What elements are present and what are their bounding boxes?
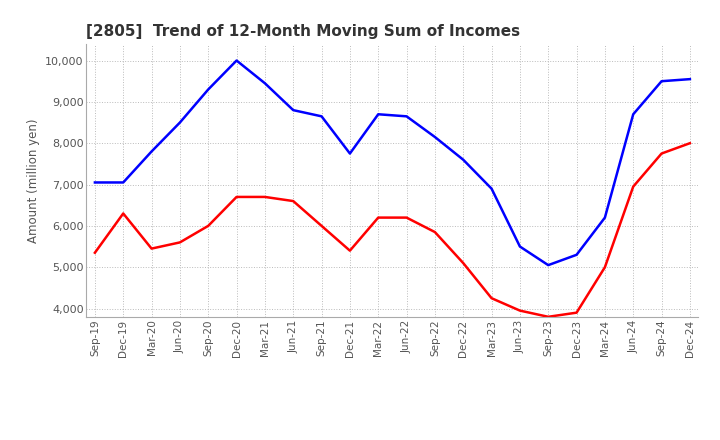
Net Income <box>657 151 666 156</box>
Net Income <box>459 260 467 266</box>
Net Income <box>318 223 326 228</box>
Ordinary Income <box>374 112 382 117</box>
Ordinary Income <box>289 107 297 113</box>
Net Income <box>261 194 269 200</box>
Net Income <box>544 314 552 319</box>
Net Income <box>374 215 382 220</box>
Ordinary Income <box>600 215 609 220</box>
Ordinary Income <box>402 114 411 119</box>
Net Income <box>233 194 241 200</box>
Net Income <box>572 310 581 315</box>
Ordinary Income <box>516 244 524 249</box>
Net Income <box>346 248 354 253</box>
Ordinary Income <box>657 79 666 84</box>
Ordinary Income <box>629 112 637 117</box>
Net Income <box>176 240 184 245</box>
Ordinary Income <box>233 58 241 63</box>
Ordinary Income <box>148 149 156 154</box>
Net Income <box>431 229 439 235</box>
Line: Net Income: Net Income <box>95 143 690 317</box>
Ordinary Income <box>459 157 467 162</box>
Ordinary Income <box>685 77 694 82</box>
Ordinary Income <box>431 134 439 139</box>
Ordinary Income <box>544 263 552 268</box>
Text: [2805]  Trend of 12-Month Moving Sum of Incomes: [2805] Trend of 12-Month Moving Sum of I… <box>86 24 521 39</box>
Net Income <box>148 246 156 251</box>
Net Income <box>402 215 411 220</box>
Ordinary Income <box>176 120 184 125</box>
Net Income <box>91 250 99 255</box>
Net Income <box>629 184 637 189</box>
Net Income <box>516 308 524 313</box>
Net Income <box>487 296 496 301</box>
Y-axis label: Amount (million yen): Amount (million yen) <box>27 118 40 242</box>
Net Income <box>289 198 297 204</box>
Ordinary Income <box>91 180 99 185</box>
Ordinary Income <box>572 252 581 257</box>
Ordinary Income <box>204 87 212 92</box>
Net Income <box>685 140 694 146</box>
Ordinary Income <box>487 186 496 191</box>
Net Income <box>204 223 212 228</box>
Ordinary Income <box>261 81 269 86</box>
Ordinary Income <box>346 151 354 156</box>
Ordinary Income <box>318 114 326 119</box>
Ordinary Income <box>119 180 127 185</box>
Net Income <box>600 264 609 270</box>
Line: Ordinary Income: Ordinary Income <box>95 61 690 265</box>
Net Income <box>119 211 127 216</box>
